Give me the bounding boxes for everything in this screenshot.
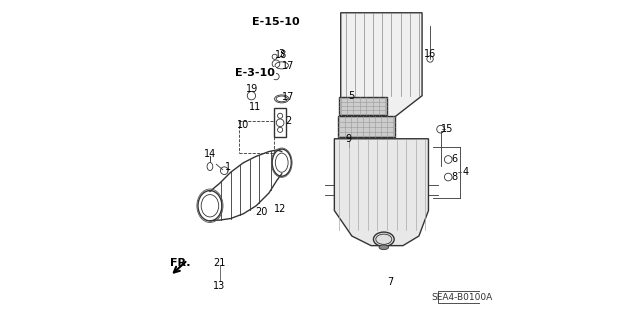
Text: 6: 6 bbox=[451, 154, 457, 165]
Polygon shape bbox=[334, 139, 428, 246]
FancyBboxPatch shape bbox=[274, 108, 286, 137]
Text: 18: 18 bbox=[275, 50, 287, 60]
FancyBboxPatch shape bbox=[337, 116, 395, 137]
FancyBboxPatch shape bbox=[438, 291, 486, 303]
Text: 8: 8 bbox=[451, 172, 457, 182]
Text: 2: 2 bbox=[285, 116, 291, 126]
Text: 5: 5 bbox=[348, 91, 354, 101]
Text: 12: 12 bbox=[274, 204, 286, 214]
Ellipse shape bbox=[379, 245, 388, 249]
Text: 7: 7 bbox=[387, 277, 394, 287]
Text: 21: 21 bbox=[213, 258, 226, 268]
Text: E-15-10: E-15-10 bbox=[252, 17, 299, 27]
Text: 17: 17 bbox=[282, 61, 294, 71]
Ellipse shape bbox=[373, 232, 394, 246]
Text: 13: 13 bbox=[213, 280, 226, 291]
Text: 14: 14 bbox=[204, 149, 216, 159]
Text: FR.: FR. bbox=[170, 258, 191, 268]
Text: E-3-10: E-3-10 bbox=[235, 68, 275, 78]
Text: 9: 9 bbox=[346, 134, 352, 144]
Text: 19: 19 bbox=[246, 84, 258, 94]
Text: 15: 15 bbox=[442, 124, 454, 134]
Text: 1: 1 bbox=[225, 162, 232, 172]
Text: 10: 10 bbox=[237, 120, 250, 130]
FancyBboxPatch shape bbox=[339, 97, 387, 115]
Text: 11: 11 bbox=[248, 102, 260, 112]
Text: 17: 17 bbox=[282, 92, 294, 102]
Polygon shape bbox=[340, 13, 422, 118]
Text: 4: 4 bbox=[463, 167, 469, 177]
Text: 3: 3 bbox=[278, 49, 285, 59]
Text: SEA4-B0100A: SEA4-B0100A bbox=[431, 293, 493, 302]
Text: 16: 16 bbox=[424, 49, 436, 59]
Text: 20: 20 bbox=[255, 207, 268, 217]
